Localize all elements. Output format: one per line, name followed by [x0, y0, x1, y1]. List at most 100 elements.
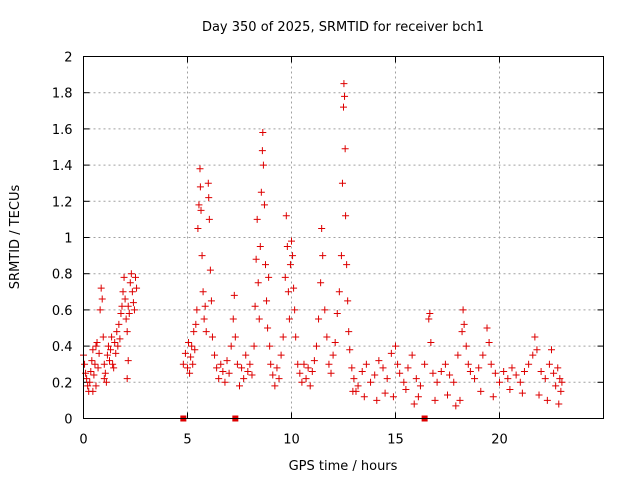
- data-point: [197, 206, 205, 214]
- data-point: [554, 364, 562, 372]
- data-point: [206, 266, 214, 274]
- data-point: [487, 360, 495, 368]
- data-point: [304, 364, 312, 372]
- data-point: [300, 360, 308, 368]
- data-point: [263, 297, 271, 305]
- y-tick-label: 1: [64, 232, 72, 247]
- data-point: [373, 396, 381, 404]
- data-point: [199, 288, 207, 296]
- data-point: [317, 279, 325, 287]
- data-point: [89, 387, 97, 395]
- data-point: [106, 357, 113, 365]
- data-point: [127, 270, 135, 278]
- data-point: [269, 371, 277, 379]
- grid-layer: [83, 56, 604, 419]
- data-point: [104, 342, 112, 350]
- data-point: [196, 165, 204, 173]
- data-point: [205, 215, 213, 223]
- data-point: [217, 360, 225, 368]
- data-point: [128, 288, 136, 296]
- data-point: [129, 299, 137, 307]
- data-point: [335, 288, 343, 296]
- data-point: [191, 346, 199, 354]
- data-point: [535, 391, 543, 399]
- x-axis: 0 5 10 15 20: [79, 56, 508, 448]
- data-point: [277, 351, 285, 359]
- data-point: [302, 375, 310, 383]
- data-point: [282, 212, 290, 220]
- data-point: [433, 378, 441, 386]
- data-point: [275, 375, 283, 383]
- data-point: [296, 369, 304, 377]
- data-point: [258, 147, 266, 155]
- data-point: [99, 333, 107, 341]
- data-point: [400, 378, 408, 386]
- data-point: [227, 342, 235, 350]
- data-point: [371, 371, 379, 379]
- data-point: [110, 364, 118, 372]
- data-point: [231, 333, 239, 341]
- data-point: [90, 371, 98, 379]
- data-point: [133, 284, 141, 292]
- data-point: [284, 288, 292, 296]
- data-point: [308, 367, 316, 375]
- data-point: [325, 360, 333, 368]
- data-point: [548, 346, 555, 354]
- data-point: [344, 297, 352, 305]
- data-point: [350, 375, 358, 383]
- data-point: [483, 324, 491, 332]
- data-point: [348, 364, 356, 372]
- data-point: [93, 338, 101, 346]
- data-point: [349, 387, 357, 395]
- data-point: [306, 382, 314, 390]
- data-point: [107, 346, 115, 354]
- data-point: [346, 346, 354, 354]
- data-point: [341, 145, 349, 153]
- data-point: [525, 360, 533, 368]
- x-tick-label: 5: [183, 433, 191, 448]
- data-point: [500, 367, 508, 375]
- data-point: [283, 243, 291, 251]
- data-point: [187, 353, 195, 361]
- y-tick-label: 0.6: [52, 304, 73, 319]
- data-point: [193, 306, 201, 314]
- data-point: [123, 328, 131, 336]
- data-point: [416, 382, 424, 390]
- data-point: [273, 364, 281, 372]
- data-point: [557, 387, 565, 395]
- data-point: [452, 402, 460, 410]
- data-point: [379, 364, 387, 372]
- data-point: [213, 364, 221, 372]
- data-point: [506, 386, 514, 394]
- data-point: [466, 367, 474, 375]
- data-point: [225, 369, 233, 377]
- data-point: [192, 320, 200, 328]
- data-point: [512, 371, 520, 379]
- y-tick-label: 1.2: [52, 195, 73, 210]
- data-point: [345, 328, 353, 336]
- data-point: [267, 360, 275, 368]
- data-point: [207, 297, 215, 305]
- data-point: [429, 369, 437, 377]
- x-tick-label: 20: [491, 433, 508, 448]
- data-point: [200, 315, 208, 323]
- data-point: [516, 378, 524, 386]
- data-point: [108, 333, 116, 341]
- data-point: [444, 391, 451, 399]
- data-point: [321, 306, 329, 314]
- data-point: [508, 364, 516, 372]
- data-point: [115, 320, 123, 328]
- data-point: [265, 273, 273, 281]
- data-point: [425, 315, 433, 323]
- data-point: [341, 92, 349, 100]
- data-point: [343, 261, 351, 269]
- data-point: [253, 215, 261, 223]
- data-point: [329, 351, 337, 359]
- x-tick-label: 0: [79, 433, 87, 448]
- data-point: [338, 179, 346, 187]
- data-point: [354, 382, 362, 390]
- data-point: [81, 360, 89, 368]
- data-point: [118, 302, 126, 310]
- data-point: [257, 188, 265, 196]
- data-point: [298, 378, 306, 386]
